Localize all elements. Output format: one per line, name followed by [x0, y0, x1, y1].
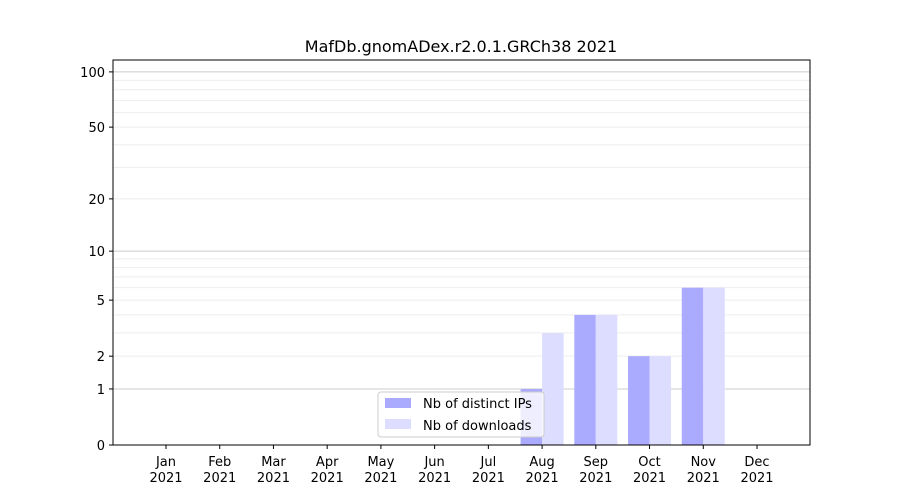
bar-ips [574, 314, 596, 445]
x-tick-label: Apr 2021 [311, 455, 344, 486]
x-tick-label: Oct 2021 [633, 455, 666, 486]
x-tick-label: Sep 2021 [579, 455, 612, 486]
legend: Nb of distinct IPs Nb of downloads [377, 391, 545, 438]
bar-downloads [649, 356, 672, 445]
y-tick-label: 20 [88, 193, 105, 208]
x-tick-label: May 2021 [364, 455, 397, 486]
bar-ips [681, 287, 704, 445]
y-tick-label: 100 [80, 66, 105, 81]
legend-swatch-ips [385, 398, 411, 408]
x-tick-label: Nov 2021 [687, 455, 720, 486]
x-tick-label: Jul 2021 [472, 455, 505, 486]
chart-title: MafDb.gnomADex.r2.0.1.GRCh38 2021 [305, 37, 617, 56]
y-tick-label: 10 [88, 245, 105, 260]
y-tick-label: 1 [97, 383, 105, 398]
x-tick-label: Jun 2021 [418, 455, 451, 486]
y-tick-label: 2 [97, 350, 105, 365]
x-tick-label: Dec 2021 [740, 455, 773, 486]
legend-label-downloads: Nb of downloads [423, 419, 532, 434]
y-tick-label: 5 [97, 294, 105, 309]
bar-ips [628, 356, 650, 445]
x-tick-label: Aug 2021 [526, 455, 559, 486]
y-tick-label: 50 [88, 121, 105, 136]
bar-downloads [595, 314, 618, 445]
y-tick-label: 0 [97, 439, 105, 454]
bar-downloads [542, 332, 564, 445]
x-tick-label: Jan 2021 [149, 455, 182, 486]
x-tick-label: Feb 2021 [203, 455, 236, 486]
x-tick-label: Mar 2021 [257, 455, 290, 486]
plot-frame [112, 59, 811, 446]
bar-downloads [703, 287, 725, 445]
legend-swatch-downloads [385, 419, 411, 429]
legend-label-ips: Nb of distinct IPs [423, 397, 532, 412]
